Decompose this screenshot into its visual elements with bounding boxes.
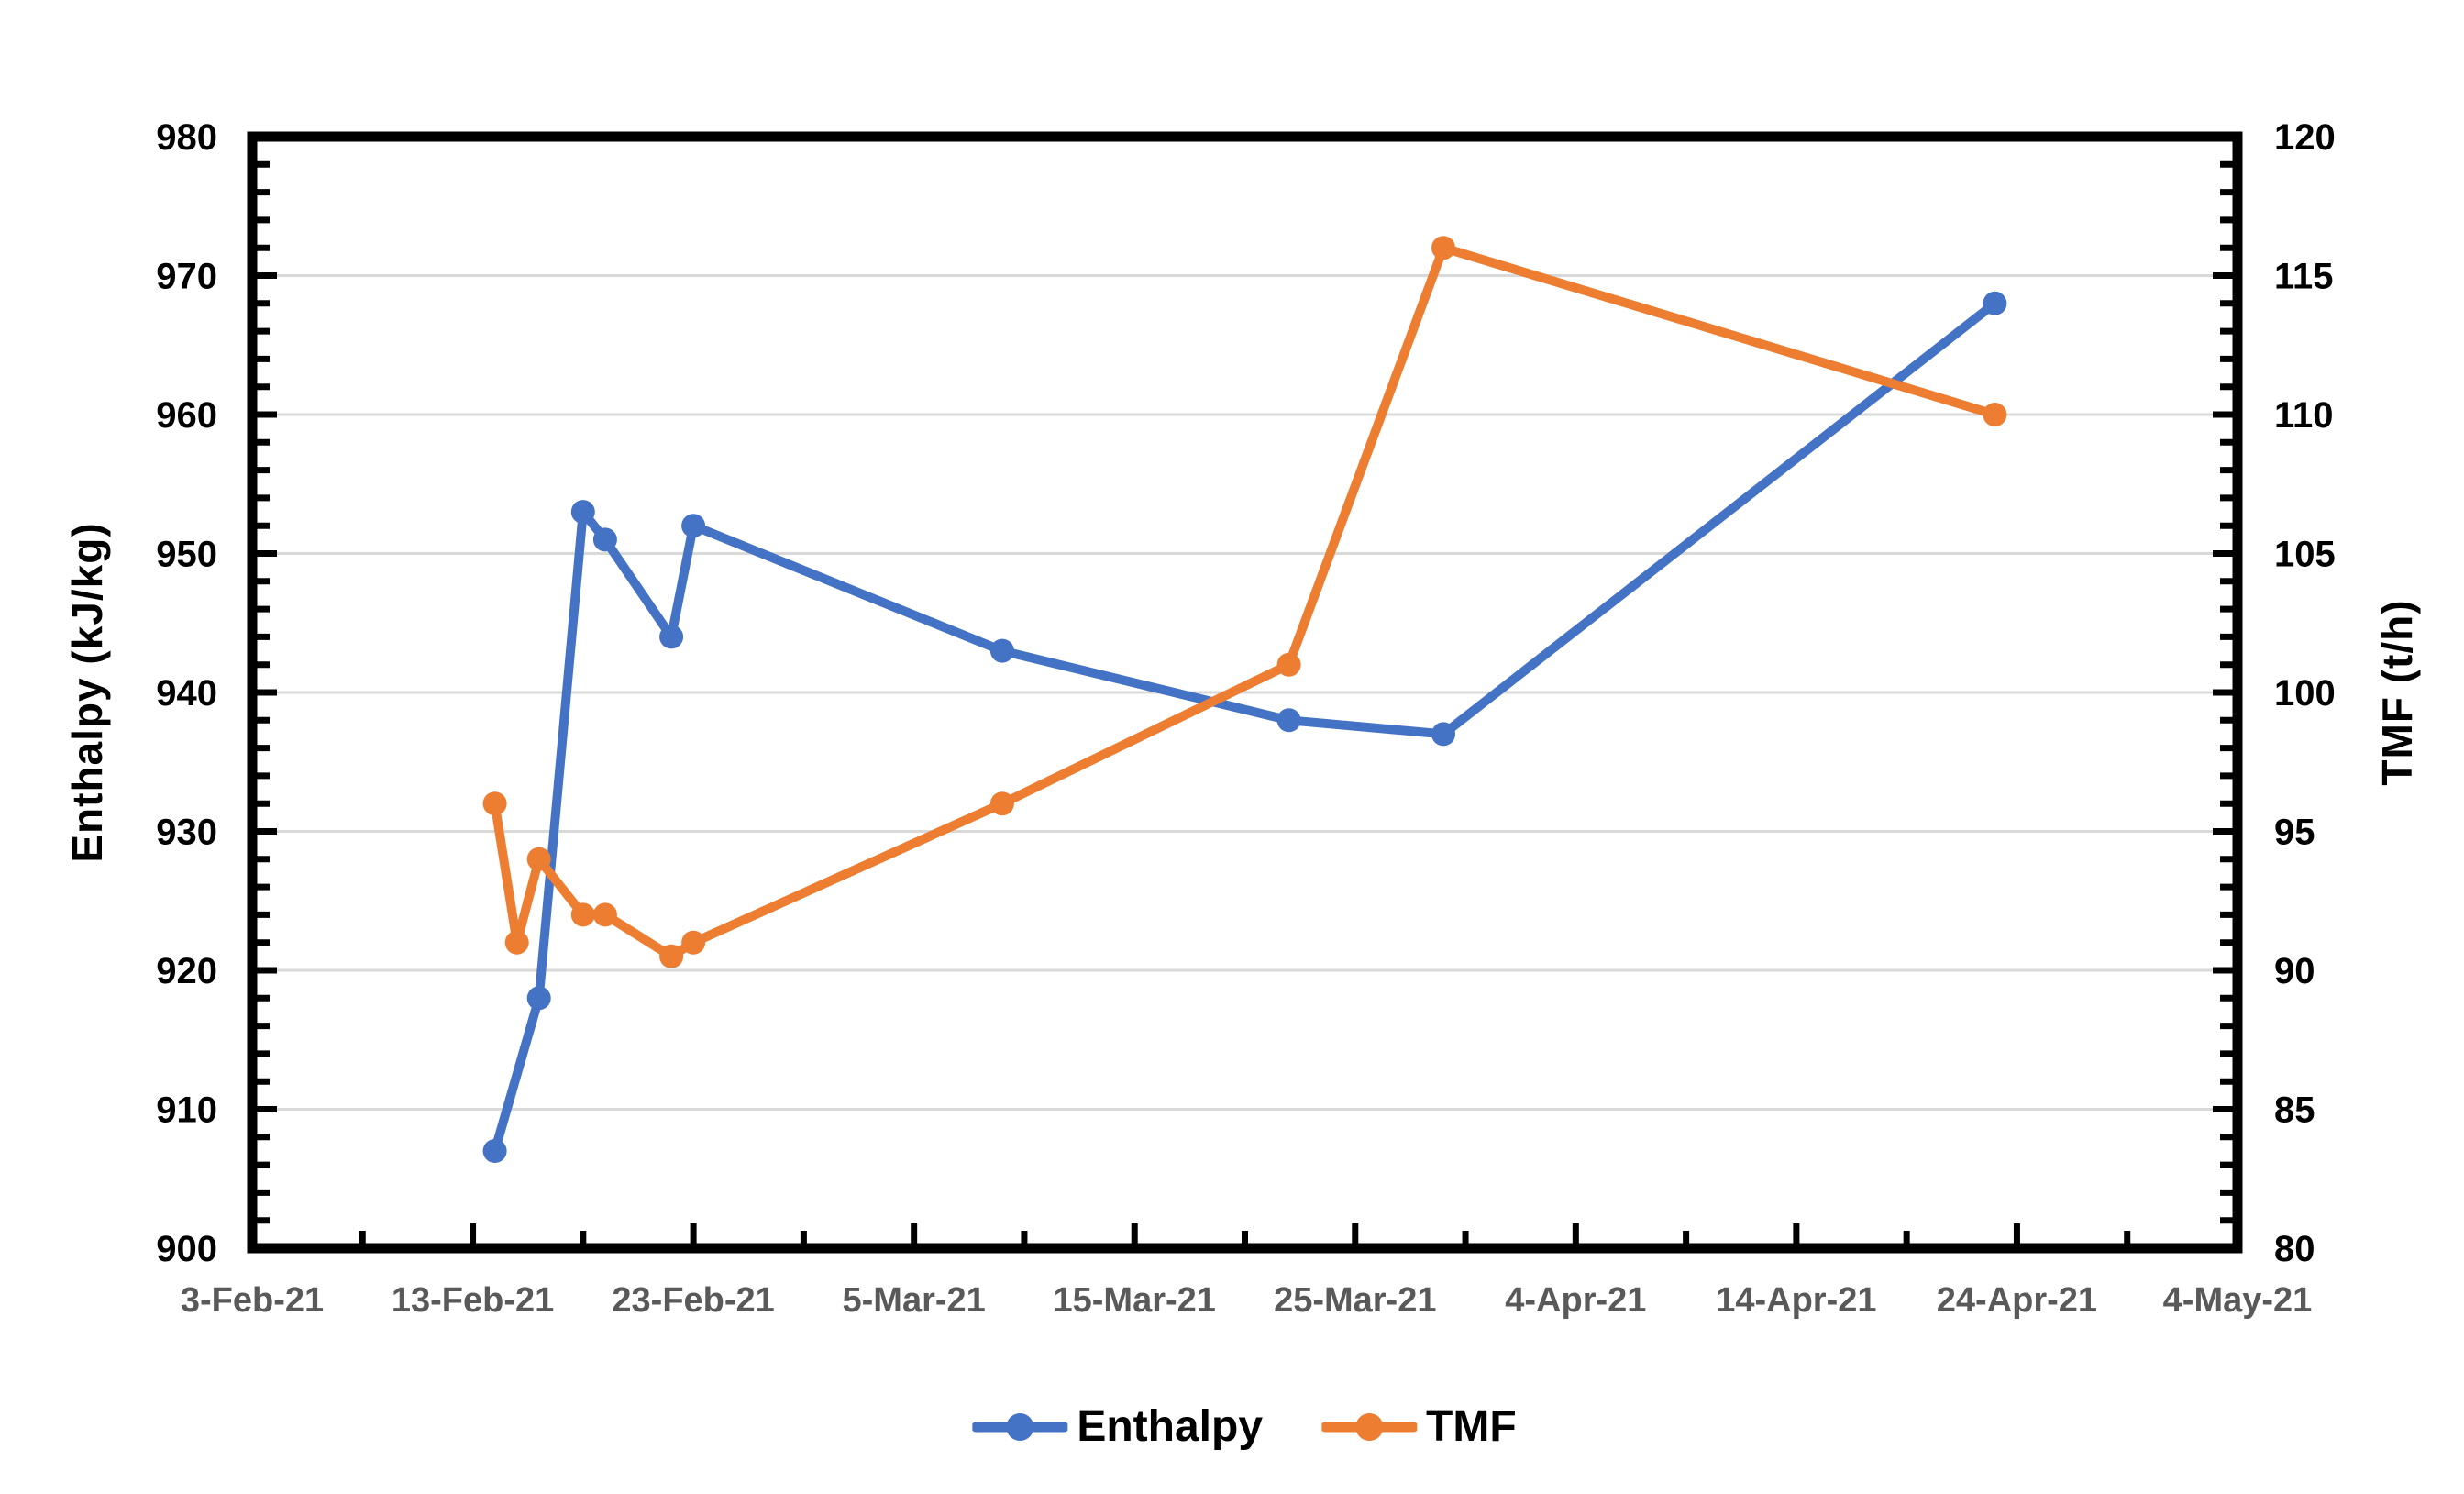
data-point-marker-enthalpy — [681, 514, 706, 538]
data-point-marker-enthalpy — [1983, 291, 2007, 315]
chart-legend: Enthalpy TMF — [972, 1401, 1517, 1452]
y-axis-left-tick-label: 900 — [156, 1229, 217, 1269]
data-point-marker-tmf — [526, 847, 551, 871]
data-point-marker-enthalpy — [1431, 722, 1455, 747]
data-point-marker-enthalpy — [570, 500, 595, 525]
x-axis-tick-label: 15-Mar-21 — [1054, 1281, 1216, 1320]
y-axis-left-tick-label: 910 — [156, 1090, 217, 1131]
y-axis-left-tick-label: 940 — [156, 673, 217, 714]
data-point-marker-enthalpy — [482, 1139, 507, 1163]
legend-marker-tmf-icon — [1321, 1412, 1418, 1441]
x-axis-tick-label: 13-Feb-21 — [392, 1281, 554, 1320]
data-point-marker-enthalpy — [989, 638, 1014, 663]
series-line-tmf — [490, 243, 2000, 961]
x-axis-tick-label: 25-Mar-21 — [1274, 1281, 1436, 1320]
x-axis-tick-label: 24-Apr-21 — [1937, 1281, 2097, 1320]
legend-label-tmf: TMF — [1426, 1402, 1517, 1451]
data-point-marker-tmf — [1431, 236, 1455, 260]
data-point-marker-tmf — [681, 930, 706, 955]
data-point-marker-tmf — [659, 944, 684, 968]
data-point-marker-tmf — [482, 791, 507, 816]
y-axis-right-tick-label: 110 — [2274, 395, 2334, 436]
y-axis-right-tick-label: 80 — [2274, 1229, 2315, 1269]
y-axis-right-tick-label: 100 — [2274, 673, 2336, 714]
y-axis-right-tick-label: 85 — [2274, 1090, 2315, 1131]
y-axis-left-tick-label: 920 — [156, 951, 217, 991]
x-axis-tick-label: 3-Feb-21 — [181, 1281, 324, 1320]
legend-marker-enthalpy-icon — [972, 1412, 1068, 1441]
y-axis-right-tick-label: 90 — [2274, 951, 2315, 991]
data-point-marker-enthalpy — [1276, 708, 1301, 733]
y-axis-right-tick-label: 105 — [2274, 535, 2336, 575]
data-point-marker-tmf — [1983, 403, 2007, 426]
legend-label-enthalpy: Enthalpy — [1077, 1402, 1264, 1451]
data-point-marker-tmf — [570, 902, 595, 927]
y-axis-left-tick-label: 960 — [156, 395, 217, 436]
data-point-marker-tmf — [504, 930, 529, 955]
data-point-marker-enthalpy — [526, 986, 551, 1011]
y-axis-left-tick-label: 970 — [156, 257, 217, 297]
x-axis-tick-label: 14-Apr-21 — [1716, 1281, 1876, 1320]
x-axis-tick-label: 4-May-21 — [2163, 1281, 2313, 1320]
data-point-marker-tmf — [1276, 652, 1301, 677]
y-axis-left-tick-label: 930 — [156, 813, 217, 853]
y-axis-right-title: TMF (t/h) — [2373, 599, 2421, 786]
legend-item-enthalpy: Enthalpy — [972, 1401, 1263, 1452]
data-point-marker-enthalpy — [592, 527, 617, 552]
data-point-marker-tmf — [989, 791, 1014, 816]
y-axis-left-title: Enthalpy (kJ/kg) — [63, 522, 111, 863]
series-line-enthalpy — [490, 298, 2000, 1156]
y-axis-right-tick-label: 120 — [2274, 117, 2336, 158]
x-axis-tick-label: 5-Mar-21 — [843, 1281, 986, 1320]
y-axis-left-tick-label: 980 — [156, 117, 217, 158]
data-point-marker-tmf — [592, 902, 617, 927]
y-axis-right-tick-label: 95 — [2274, 813, 2315, 853]
data-point-marker-enthalpy — [659, 625, 684, 649]
x-axis-tick-label: 23-Feb-21 — [612, 1281, 774, 1320]
y-axis-left-tick-label: 950 — [156, 535, 217, 575]
y-axis-right-tick-label: 115 — [2274, 257, 2334, 297]
legend-item-tmf: TMF — [1321, 1401, 1517, 1452]
x-axis-tick-label: 4-Apr-21 — [1505, 1281, 1646, 1320]
